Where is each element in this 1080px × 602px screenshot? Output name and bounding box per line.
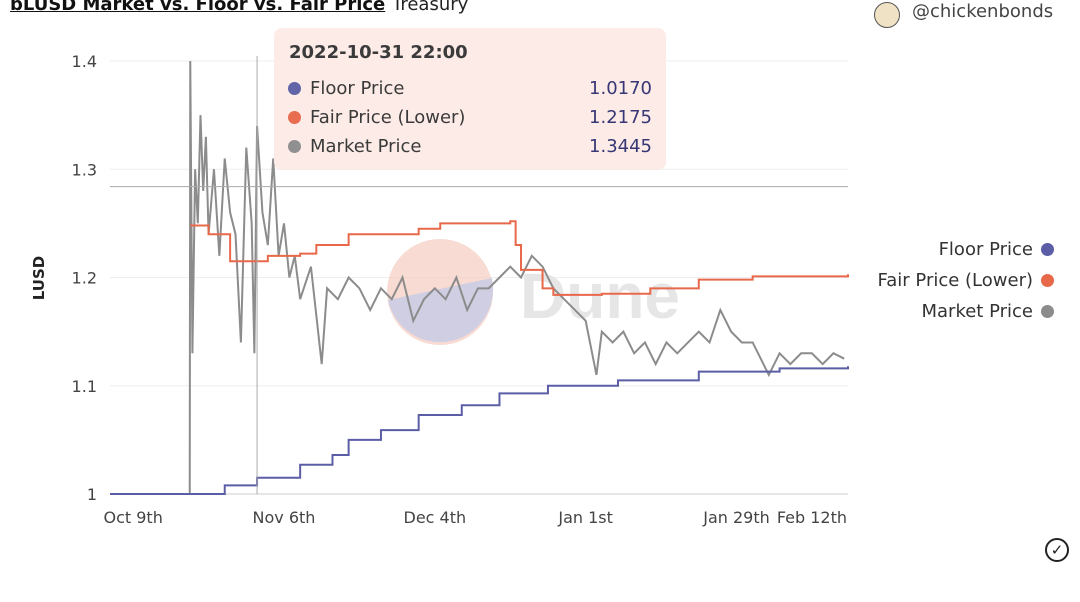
y-tick-label: 1.4 [72,52,97,71]
tooltip-label: Floor Price [310,78,405,99]
legend-item-fair[interactable]: Fair Price (Lower) [878,265,1054,296]
y-tick-label: 1 [87,485,97,504]
tooltip-row-market: Market Price 1.3445 [288,136,652,157]
y-tick-label: 1.1 [72,377,97,396]
chart-title[interactable]: bLUSD Market vs. Floor vs. Fair Price [10,0,386,15]
x-tick-label: Dec 4th [404,508,467,527]
tooltip-value: 1.0170 [589,78,652,99]
legend-label: Floor Price [938,239,1033,260]
dune-logo-icon-lower [388,278,494,343]
tooltip-label: Fair Price (Lower) [310,107,466,128]
tooltip-value: 1.2175 [589,107,652,128]
subtitle: Treasury [392,0,469,15]
watermark: Dune [520,260,680,332]
user-link[interactable]: @chickenbonds [874,0,1053,28]
legend-item-market[interactable]: Market Price [878,296,1054,327]
x-tick-label: Feb 12th [777,508,847,527]
tooltip: 2022-10-31 22:00 Floor Price 1.0170 Fair … [274,28,666,170]
x-tick-label: Oct 9th [103,508,162,527]
legend-dot-icon [1041,305,1054,318]
fair-dot-icon [288,111,301,124]
tooltip-row-floor: Floor Price 1.0170 [288,78,652,99]
legend-label: Market Price [921,301,1033,322]
legend-dot-icon [1041,274,1054,287]
tooltip-date: 2022-10-31 22:00 [289,42,468,63]
avatar [874,2,900,28]
tooltip-label: Market Price [310,136,422,157]
x-tick-label: Jan 1st [557,508,613,527]
legend-dot-icon [1041,243,1054,256]
tooltip-row-fair: Fair Price (Lower) 1.2175 [288,107,652,128]
market-dot-icon [288,140,301,153]
y-axis-label: LUSD [30,256,48,300]
x-tick-label: Jan 29th [702,508,770,527]
floor-dot-icon [288,82,301,95]
legend: Floor Price Fair Price (Lower) Market Pr… [878,234,1054,327]
series-line-fair-price-lower-[interactable] [190,220,849,296]
y-tick-label: 1.2 [72,269,97,288]
x-tick-label: Nov 6th [253,508,316,527]
series-line-market-price[interactable] [188,60,845,495]
tooltip-value: 1.3445 [589,136,652,157]
username: @chickenbonds [912,0,1054,22]
legend-label: Fair Price (Lower) [877,270,1033,291]
y-tick-label: 1.3 [72,160,97,179]
legend-item-floor[interactable]: Floor Price [878,234,1054,265]
checkmark-circle-icon[interactable]: ✓ [1045,538,1069,562]
